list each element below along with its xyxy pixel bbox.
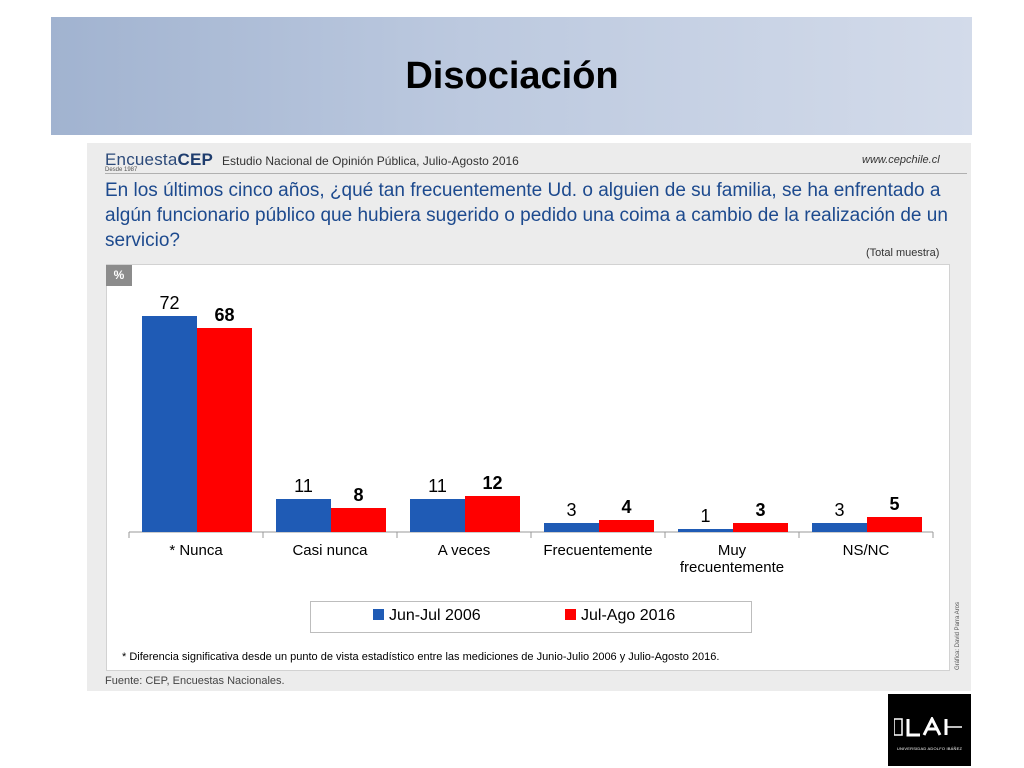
- category-label-2: A veces: [438, 542, 491, 559]
- bar-series-1-3: [544, 523, 599, 532]
- header-divider: [105, 173, 967, 174]
- legend-item-series-2: Jul-Ago 2016: [565, 607, 675, 625]
- data-label-series-2-4: 3: [755, 500, 765, 520]
- legend-label-series-2: Jul-Ago 2016: [581, 607, 676, 624]
- bar-series-1-4: [678, 529, 733, 532]
- survey-question: En los últimos cinco años, ¿qué tan frec…: [105, 180, 948, 251]
- website-url: www.cepchile.cl: [862, 154, 940, 166]
- data-label-series-2-3: 4: [621, 497, 631, 517]
- uai-logo-mark: [894, 717, 962, 737]
- bar-series-2-4: [733, 523, 788, 532]
- bar-series-2-5: [867, 517, 922, 532]
- category-label-1: Casi nunca: [292, 542, 368, 559]
- brand-prefix: Encuesta: [105, 150, 178, 169]
- legend-swatch-series-2: [565, 609, 576, 620]
- category-label-5: NS/NC: [843, 542, 890, 559]
- legend-item-series-1: Jun-Jul 2006: [373, 607, 481, 625]
- title-band: [51, 17, 972, 135]
- footnote: * Diferencia significativa desde un punt…: [122, 651, 720, 663]
- chart-credit: Gráfica: David Parra Aros: [955, 601, 961, 670]
- data-label-series-2-5: 5: [889, 494, 899, 514]
- bar-series-2-1: [331, 508, 386, 532]
- university-logo: UNIVERSIDAD ADOLFO IBÁÑEZ: [888, 694, 971, 766]
- category-label-3: Frecuentemente: [543, 542, 652, 559]
- bar-series-1-1: [276, 499, 331, 532]
- bar-series-2-3: [599, 520, 654, 532]
- legend-label-series-1: Jun-Jul 2006: [389, 607, 481, 624]
- data-label-series-2-0: 68: [214, 305, 234, 325]
- slide-title: Disociación: [405, 55, 619, 97]
- sample-scope: (Total muestra): [866, 247, 940, 259]
- bar-series-2-0: [197, 328, 252, 532]
- data-label-series-1-0: 72: [159, 293, 179, 313]
- data-label-series-1-2: 11: [428, 476, 447, 496]
- study-title: Estudio Nacional de Opinión Pública, Jul…: [222, 154, 519, 168]
- data-label-series-1-5: 3: [834, 500, 844, 520]
- bar-series-1-0: [142, 316, 197, 532]
- brand-since: Desde 1987: [105, 167, 138, 173]
- bar-series-2-2: [465, 496, 520, 532]
- data-label-series-1-3: 3: [566, 500, 576, 520]
- legend-swatch-series-1: [373, 609, 384, 620]
- bar-series-1-5: [812, 523, 867, 532]
- data-label-series-1-1: 11: [294, 476, 313, 496]
- unit-badge: %: [106, 265, 132, 286]
- data-label-series-1-4: 1: [700, 506, 710, 526]
- logo-text: UNIVERSIDAD ADOLFO IBÁÑEZ: [896, 746, 963, 751]
- source-note: Fuente: CEP, Encuestas Nacionales.: [105, 675, 285, 687]
- category-label-4-line-1: frecuentemente: [680, 559, 784, 576]
- data-label-series-2-2: 12: [482, 473, 502, 493]
- category-label-0: * Nunca: [169, 542, 223, 559]
- brand-suffix: CEP: [177, 150, 214, 169]
- data-label-series-2-1: 8: [353, 485, 363, 505]
- bar-series-1-2: [410, 499, 465, 532]
- category-label-4-line-0: Muy: [718, 542, 747, 559]
- chart-legend: Jun-Jul 2006 Jul-Ago 2016: [310, 601, 752, 633]
- brand-logo: EncuestaCEP: [105, 150, 213, 170]
